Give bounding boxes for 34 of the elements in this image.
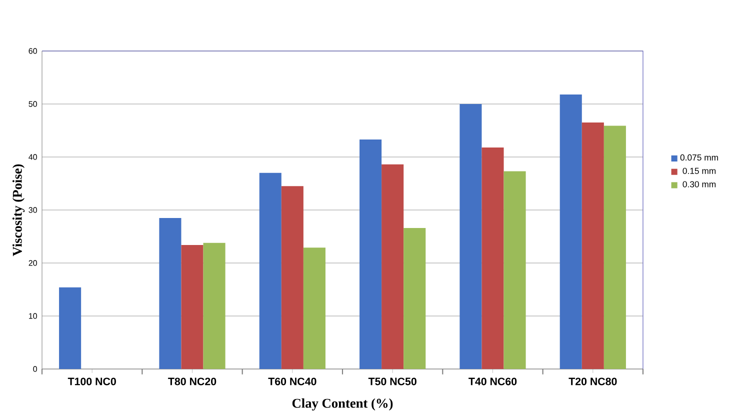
bar	[482, 147, 504, 369]
legend-label: 0.075 mm	[680, 154, 718, 161]
y-tick-label: 50	[28, 101, 37, 107]
y-tick-label: 60	[28, 48, 37, 54]
bar	[604, 126, 626, 369]
bar	[504, 171, 526, 369]
y-axis-title: Viscosity (Poise)	[12, 164, 25, 256]
bar	[360, 140, 382, 369]
x-axis-title: Clay Content (%)	[292, 398, 393, 411]
bar	[303, 248, 326, 369]
y-tick-label: 40	[28, 154, 37, 160]
y-tick-label: 30	[28, 207, 37, 213]
bar	[460, 104, 482, 369]
x-tick-label: T100 NC0	[68, 378, 116, 386]
y-tick-label: 0	[33, 366, 37, 372]
bar	[382, 164, 404, 369]
bar	[159, 218, 182, 369]
y-tick-label: 20	[28, 260, 37, 266]
bar	[582, 122, 604, 369]
bar	[404, 228, 426, 369]
bar	[203, 242, 226, 369]
x-tick-label: T20 NC80	[568, 378, 617, 386]
bar	[560, 94, 582, 369]
x-tick-label: T60 NC40	[268, 378, 316, 386]
bar	[181, 244, 204, 369]
x-tick-label: T80 NC20	[168, 378, 216, 386]
bar	[259, 172, 282, 369]
x-tick-label: T40 NC60	[468, 378, 517, 386]
legend-label: 0.15 mm	[682, 168, 716, 174]
legend-label: 0.30 mm	[682, 181, 716, 188]
x-tick-label: T50 NC50	[368, 378, 416, 386]
y-tick-label: 10	[29, 313, 37, 319]
bar	[59, 287, 82, 369]
bar	[281, 186, 304, 369]
